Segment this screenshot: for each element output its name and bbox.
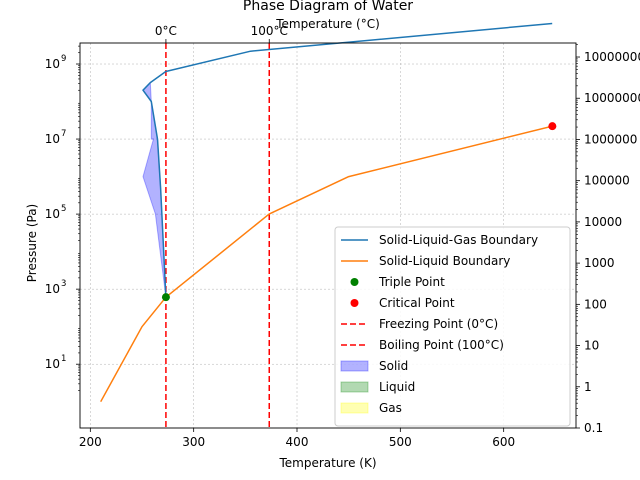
solid-liquid-boundary-line — [100, 125, 553, 403]
right-y-tick-label: 100000 — [584, 174, 630, 188]
legend-label: Liquid — [379, 380, 415, 394]
solid-liquid-gas-boundary-line — [142, 22, 553, 298]
y-tick-label: 10 — [45, 57, 60, 71]
x-tick-label: 500 — [389, 435, 412, 449]
legend-label: Boiling Point (100°C) — [379, 338, 504, 352]
top-x-tick-label: 100°C — [251, 24, 288, 38]
legend-label: Solid-Liquid-Gas Boundary — [379, 233, 538, 247]
legend: Solid-Liquid-Gas Boundary Solid-Liquid Bo… — [334, 226, 571, 427]
right-y-tick-label: 1 — [584, 380, 592, 394]
critical-point-marker — [548, 122, 557, 131]
right-y-tick-label: 10000000 — [584, 91, 640, 105]
right-y-tick-label: 100000000 — [584, 50, 640, 64]
legend-swatch-marker — [350, 278, 359, 286]
legend-label: Critical Point — [379, 296, 455, 310]
legend-label: Gas — [379, 401, 402, 415]
top-x-axis-label: Temperature (°C) — [275, 17, 380, 31]
right-y-tick-label: 0.1 — [584, 421, 603, 435]
right-y-tick-label: 1000000 — [584, 132, 637, 146]
legend-box — [334, 226, 571, 427]
x-tick-label: 200 — [79, 435, 102, 449]
x-tick-label: 400 — [286, 435, 309, 449]
phase-regions — [142, 81, 167, 298]
legend-label: Solid-Liquid Boundary — [379, 254, 510, 268]
x-axis-label: Temperature (K) — [278, 456, 376, 470]
legend-swatch-patch — [340, 402, 369, 414]
y-tick-exponent: 5 — [61, 204, 66, 214]
legend-swatch-patch — [340, 381, 369, 393]
right-y-tick-label: 1000 — [584, 256, 615, 270]
chart-title: Phase Diagram of Water — [243, 0, 413, 14]
y-tick-exponent: 9 — [61, 54, 66, 64]
legend-label: Freezing Point (0°C) — [379, 317, 498, 331]
legend-label: Triple Point — [378, 275, 445, 289]
y-tick-label: 10 — [45, 357, 60, 371]
legend-swatch-marker — [350, 299, 359, 307]
x-tick-label: 600 — [492, 435, 515, 449]
triple-point-marker — [161, 293, 170, 302]
y-axis-label: Pressure (Pa) — [25, 204, 39, 282]
region-solid — [142, 81, 167, 298]
right-y-tick-label: 10000 — [584, 215, 622, 229]
y-tick-label: 10 — [45, 132, 60, 146]
legend-swatch-patch — [340, 360, 369, 372]
x-tick-label: 300 — [182, 435, 205, 449]
y-tick-label: 10 — [45, 207, 60, 221]
special-points — [161, 122, 557, 302]
reference-lines — [165, 43, 271, 428]
y-tick-label: 10 — [45, 282, 60, 296]
y-tick-exponent: 7 — [61, 129, 66, 139]
y-tick-exponent: 1 — [61, 354, 66, 364]
top-x-tick-label: 0°C — [155, 24, 177, 38]
right-y-tick-label: 10 — [584, 339, 599, 353]
legend-label: Solid — [379, 359, 408, 373]
plot-frame — [79, 42, 577, 429]
y-tick-exponent: 3 — [61, 279, 66, 289]
boundary-series — [100, 22, 553, 403]
right-y-tick-label: 100 — [584, 297, 607, 311]
